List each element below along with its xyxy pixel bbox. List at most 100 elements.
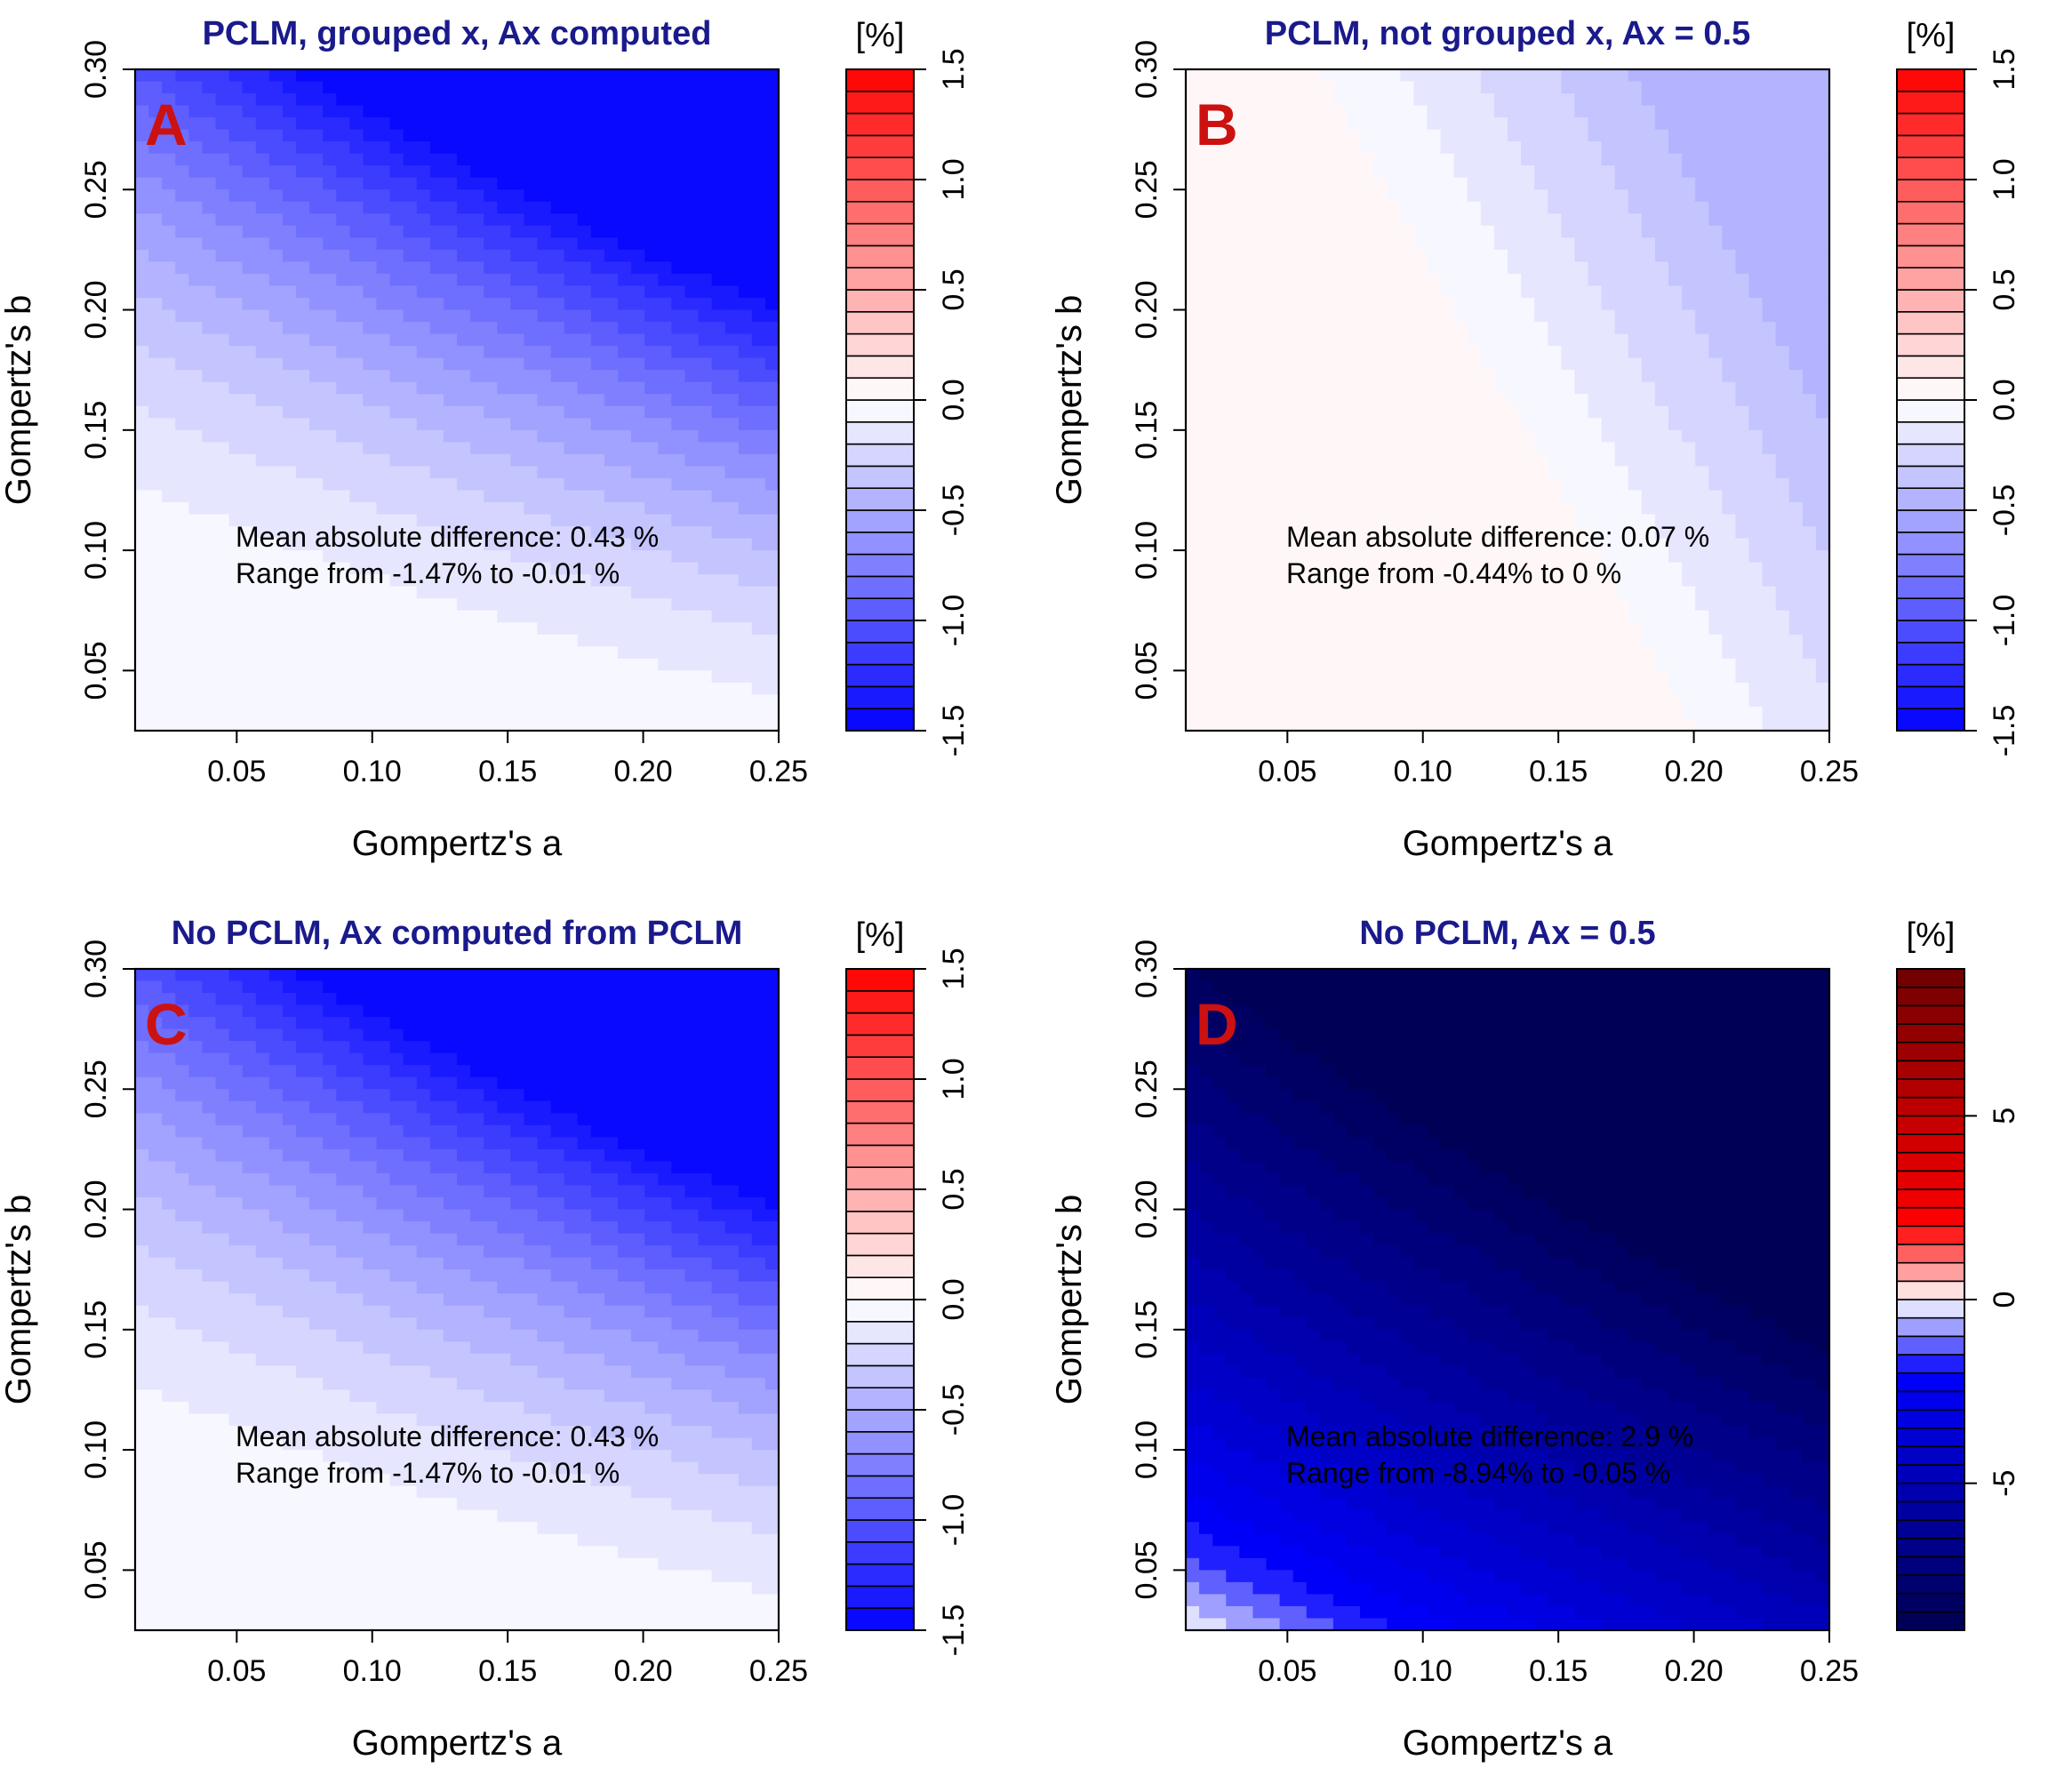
heat-cell <box>175 622 189 636</box>
heat-cell <box>618 442 632 455</box>
heat-cell <box>644 610 659 623</box>
heat-cell <box>711 586 726 599</box>
heat-cell <box>1815 322 1830 335</box>
heat-cell <box>1668 586 1683 599</box>
heat-cell <box>215 309 230 323</box>
heat-cell <box>1601 562 1616 575</box>
heat-cell <box>1654 370 1669 383</box>
heat-cell <box>1226 453 1240 467</box>
heat-cell <box>564 574 579 588</box>
heat-cell <box>658 550 672 564</box>
heat-cell <box>618 370 632 383</box>
heat-cell <box>1306 201 1321 214</box>
heat-cell <box>1400 105 1415 118</box>
heat-cell <box>1601 610 1616 623</box>
heat-cell <box>631 646 645 660</box>
heat-cell <box>1266 285 1281 299</box>
heat-cell <box>1682 466 1696 479</box>
heat-cell <box>537 550 552 564</box>
heat-cell <box>363 357 378 371</box>
heat-cell <box>1654 394 1669 407</box>
heat-cell <box>1306 598 1321 612</box>
heat-cell <box>1413 598 1428 612</box>
heat-cell <box>1212 418 1227 431</box>
heat-cell <box>738 562 753 575</box>
heat-cell <box>470 466 484 479</box>
heat-cell <box>1815 129 1830 142</box>
heat-cell <box>484 346 498 359</box>
heat-cell <box>1788 562 1804 575</box>
heat-cell <box>711 81 726 94</box>
heat-cell <box>363 381 378 395</box>
heat-cell <box>564 93 579 107</box>
heat-cell <box>1226 69 1240 83</box>
heat-cell <box>1279 514 1294 527</box>
heat-cell <box>658 237 672 251</box>
heat-cell <box>1695 237 1709 251</box>
heat-cell <box>1440 622 1455 636</box>
heat-cell <box>215 646 230 660</box>
heat-cell <box>242 129 257 142</box>
heat-cell <box>188 405 204 419</box>
heat-cell <box>564 550 579 564</box>
heat-cell <box>698 646 713 660</box>
heat-cell <box>658 93 672 107</box>
heat-cell <box>1493 322 1508 335</box>
heat-cell <box>711 598 726 612</box>
heat-cell <box>1802 93 1817 107</box>
heat-cell <box>1601 165 1616 179</box>
heat-cell <box>1654 153 1669 166</box>
heat-cell <box>1332 477 1348 492</box>
heat-cell <box>389 574 404 588</box>
heat-cell <box>1654 285 1669 299</box>
heat-cell <box>1641 105 1656 118</box>
heat-cell <box>564 189 579 203</box>
heat-cell <box>429 69 444 83</box>
heat-cell <box>1735 574 1750 588</box>
heat-cell <box>484 93 498 107</box>
heat-cell <box>497 405 511 419</box>
heat-cell <box>443 429 458 443</box>
heat-cell <box>1815 93 1830 107</box>
heat-cell <box>1668 333 1683 347</box>
heat-cell <box>1239 501 1254 516</box>
heat-cell <box>1266 442 1281 455</box>
heat-cell <box>711 694 726 708</box>
heat-cell <box>268 453 284 467</box>
heat-cell <box>1748 405 1764 419</box>
heat-cell <box>1480 177 1495 190</box>
heat-cell <box>1521 213 1535 227</box>
heat-cell <box>242 333 257 347</box>
heat-cell <box>470 718 484 732</box>
heat-cell <box>416 165 431 179</box>
heat-cell <box>1708 562 1723 575</box>
heat-cell <box>349 429 364 443</box>
heat-cell <box>550 370 565 383</box>
heat-cell <box>1319 490 1334 503</box>
heat-cell <box>1534 129 1548 142</box>
heat-cell <box>1668 598 1683 612</box>
heat-cell <box>1453 129 1468 142</box>
heat-cell <box>1186 322 1200 335</box>
heat-cell <box>1413 381 1428 395</box>
heat-cell <box>1347 333 1361 347</box>
heat-cell <box>1252 429 1268 443</box>
heat-cell <box>470 429 484 443</box>
heat-cell <box>363 429 378 443</box>
heat-cell <box>1654 177 1669 190</box>
heat-cell <box>524 129 539 142</box>
heat-cell <box>1695 346 1709 359</box>
heat-cell <box>1682 105 1696 118</box>
heat-cell <box>376 81 391 94</box>
heat-cell <box>524 538 539 551</box>
heat-cell <box>1360 477 1374 492</box>
heat-cell <box>1480 501 1495 516</box>
heat-cell <box>711 201 726 214</box>
heat-cell <box>1413 213 1428 227</box>
heat-cell <box>309 634 324 647</box>
heat-cell <box>724 658 740 671</box>
heat-cell <box>1400 141 1415 155</box>
heat-cell <box>671 357 686 371</box>
heat-cell <box>524 622 539 636</box>
heat-cell <box>604 646 619 660</box>
